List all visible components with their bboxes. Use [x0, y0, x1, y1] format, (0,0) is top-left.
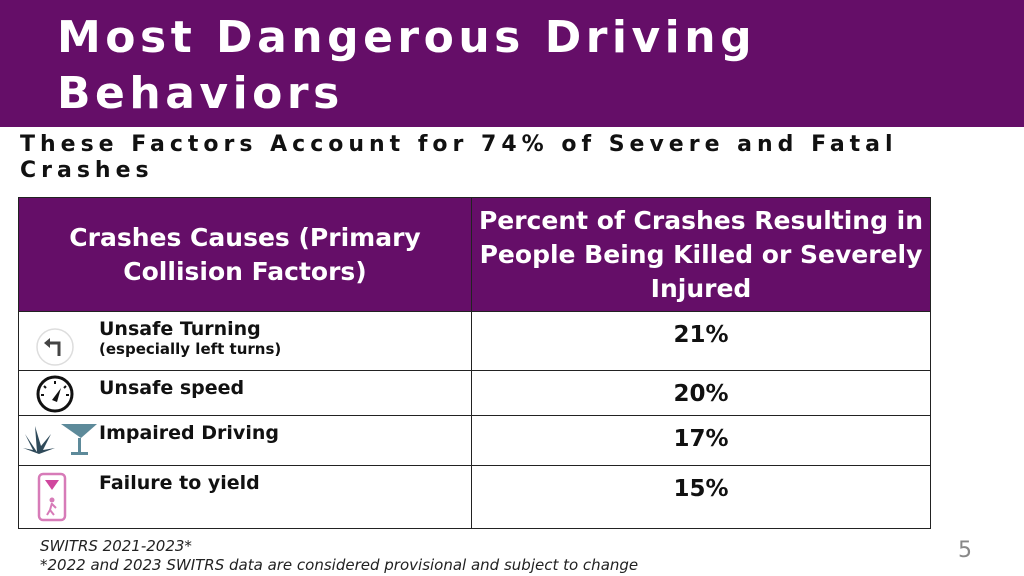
speedometer-icon [36, 375, 74, 413]
cause-cell: Unsafe Turning (especially left turns) [18, 311, 472, 371]
cannabis-cocktail-icon [23, 424, 97, 455]
percent-cell: 21% [471, 311, 931, 371]
table-row: Unsafe speed 20% [18, 370, 931, 416]
table-row: Impaired Driving 17% [18, 415, 931, 466]
page-number: 5 [958, 538, 972, 563]
crash-causes-table: Crashes Causes (Primary Collision Factor… [18, 197, 931, 529]
cause-label: Failure to yield [99, 472, 260, 494]
header-percent: Percent of Crashes Resulting in People B… [471, 197, 931, 312]
title-band [0, 0, 1024, 127]
cause-label: Unsafe Turning [99, 318, 261, 340]
table-row: Unsafe Turning (especially left turns) 2… [18, 311, 931, 371]
cause-note: (especially left turns) [99, 340, 282, 358]
percent-cell: 17% [471, 415, 931, 466]
cause-cell: Unsafe speed [18, 370, 472, 416]
cause-label: Impaired Driving [99, 422, 279, 444]
page-title: Most Dangerous Driving Behaviors [57, 12, 757, 119]
cause-cell: Failure to yield [18, 465, 472, 529]
yield-pedestrian-icon [37, 472, 67, 522]
cause-cell: Impaired Driving [18, 415, 472, 466]
source-footnote: SWITRS 2021-2023* [40, 537, 192, 555]
percent-cell: 20% [471, 370, 931, 416]
table-header-row: Crashes Causes (Primary Collision Factor… [18, 197, 931, 312]
left-turn-icon [36, 328, 74, 366]
cause-label: Unsafe speed [99, 377, 245, 399]
subtitle: These Factors Account for 74% of Severe … [20, 132, 898, 183]
table-row: Failure to yield 15% [18, 465, 931, 529]
provisional-footnote: *2022 and 2023 SWITRS data are considere… [40, 556, 639, 574]
percent-cell: 15% [471, 465, 931, 529]
header-causes: Crashes Causes (Primary Collision Factor… [18, 197, 472, 312]
